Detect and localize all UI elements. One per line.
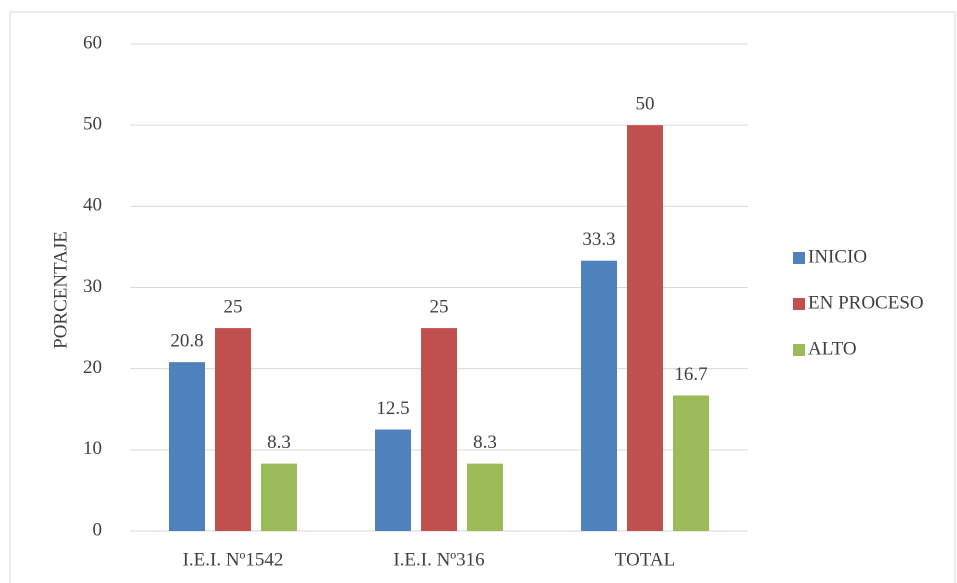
y-tick-label: 30: [83, 276, 102, 297]
bar: [673, 395, 709, 531]
bar: [375, 429, 411, 531]
bar: [421, 328, 457, 531]
legend-swatch: [793, 298, 805, 310]
data-label: 16.7: [674, 364, 707, 385]
y-tick-label: 20: [83, 357, 102, 378]
x-tick-label: I.E.I. Nº316: [393, 549, 484, 570]
x-tick-label: I.E.I. Nº1542: [183, 549, 284, 570]
data-label: 50: [636, 94, 655, 115]
legend-swatch: [793, 252, 805, 264]
y-tick-label: 40: [83, 195, 102, 216]
y-tick-label: 50: [83, 114, 102, 135]
y-tick-label: 60: [83, 32, 102, 53]
chart-border: [9, 11, 956, 583]
data-label: 33.3: [582, 229, 615, 250]
bar: [627, 125, 663, 532]
bar: [261, 463, 297, 531]
bar: [215, 328, 251, 531]
legend-label: INICIO: [808, 246, 867, 267]
y-tick-label: 10: [83, 438, 102, 459]
y-axis-label: PORCENTAJE: [50, 231, 71, 349]
data-label: 20.8: [170, 331, 203, 352]
legend-label: ALTO: [808, 338, 857, 359]
data-label: 8.3: [267, 432, 291, 453]
data-label: 8.3: [473, 432, 497, 453]
y-tick-label: 0: [93, 519, 103, 540]
data-label: 25: [224, 296, 243, 317]
data-label: 12.5: [376, 398, 409, 419]
legend-swatch: [793, 344, 805, 356]
bar: [169, 362, 205, 531]
legend-label: EN PROCESO: [808, 292, 924, 313]
x-tick-label: TOTAL: [615, 549, 675, 570]
bar: [581, 260, 617, 531]
bar: [467, 463, 503, 531]
data-label: 25: [430, 296, 449, 317]
